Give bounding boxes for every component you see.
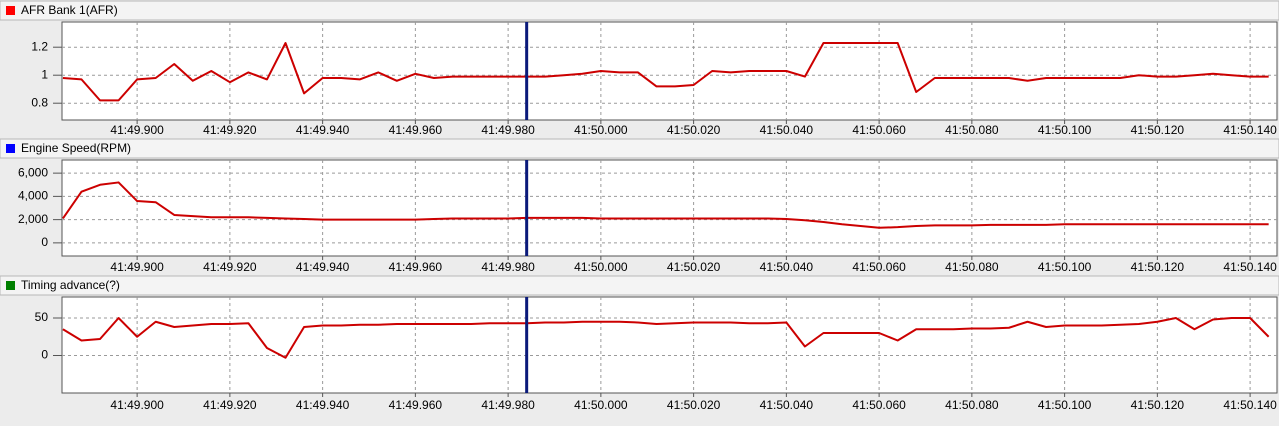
legend-swatch [6, 6, 15, 15]
x-tick-label: 41:50.000 [574, 123, 628, 137]
panel-title: Timing advance(?) [21, 278, 120, 292]
x-tick-label: 41:49.900 [110, 123, 164, 137]
y-tick-label: 0 [41, 348, 48, 362]
x-tick-label: 41:49.980 [481, 123, 535, 137]
x-tick-label: 41:50.140 [1223, 123, 1277, 137]
x-tick-label: 41:50.060 [852, 123, 906, 137]
panel-title: Engine Speed(RPM) [21, 141, 131, 155]
x-tick-label: 41:49.940 [296, 260, 350, 274]
plot-area [61, 21, 1278, 121]
x-tick-label: 41:49.980 [481, 398, 535, 412]
x-tick-label: 41:49.960 [389, 260, 443, 274]
y-tick-label: 6,000 [18, 165, 48, 179]
x-tick-label: 41:50.140 [1223, 398, 1277, 412]
y-tick-label: 1.2 [31, 39, 48, 53]
x-tick-label: 41:50.000 [574, 260, 628, 274]
x-tick-label: 41:50.100 [1038, 398, 1092, 412]
series-line [62, 317, 1270, 359]
x-tick-label: 41:50.120 [1131, 260, 1185, 274]
panel-header [0, 275, 1279, 296]
x-tick-label: 41:50.020 [667, 123, 721, 137]
x-tick-label: 41:50.120 [1131, 398, 1185, 412]
x-tick-label: 41:50.100 [1038, 260, 1092, 274]
x-tick-label: 41:50.060 [852, 260, 906, 274]
x-tick-label: 41:50.040 [760, 398, 814, 412]
x-tick-label: 41:50.120 [1131, 123, 1185, 137]
y-tick-label: 0 [41, 235, 48, 249]
y-tick-label: 4,000 [18, 189, 48, 203]
legend-swatch [6, 144, 15, 153]
y-tick-label: 1 [41, 67, 48, 81]
x-tick-label: 41:49.940 [296, 123, 350, 137]
x-tick-label: 41:50.000 [574, 398, 628, 412]
x-tick-label: 41:49.960 [389, 123, 443, 137]
y-tick-label: 0.8 [31, 95, 48, 109]
legend-swatch [6, 281, 15, 290]
x-tick-label: 41:49.920 [203, 398, 257, 412]
series-line [62, 42, 1269, 102]
plot-area [61, 159, 1278, 257]
y-tick-label: 50 [35, 310, 49, 324]
plot-area [61, 296, 1278, 394]
panel-header [0, 0, 1279, 21]
panel-title: AFR Bank 1(AFR) [21, 3, 118, 17]
x-tick-label: 41:49.920 [203, 123, 257, 137]
x-tick-label: 41:49.920 [203, 260, 257, 274]
x-tick-label: 41:49.980 [481, 260, 535, 274]
x-tick-label: 41:50.140 [1223, 260, 1277, 274]
x-tick-label: 41:49.960 [389, 398, 443, 412]
x-tick-label: 41:49.940 [296, 398, 350, 412]
x-tick-label: 41:50.080 [945, 398, 999, 412]
x-tick-label: 41:50.060 [852, 398, 906, 412]
x-tick-label: 41:50.040 [760, 123, 814, 137]
x-tick-label: 41:49.900 [110, 260, 164, 274]
y-tick-label: 2,000 [18, 212, 48, 226]
x-tick-label: 41:50.040 [760, 260, 814, 274]
panel-header [0, 138, 1279, 159]
x-tick-label: 41:50.020 [667, 260, 721, 274]
series-line [62, 181, 1269, 229]
x-tick-label: 41:50.080 [945, 260, 999, 274]
x-tick-label: 41:50.100 [1038, 123, 1092, 137]
x-tick-label: 41:50.080 [945, 123, 999, 137]
x-tick-label: 41:49.900 [110, 398, 164, 412]
x-tick-label: 41:50.020 [667, 398, 721, 412]
